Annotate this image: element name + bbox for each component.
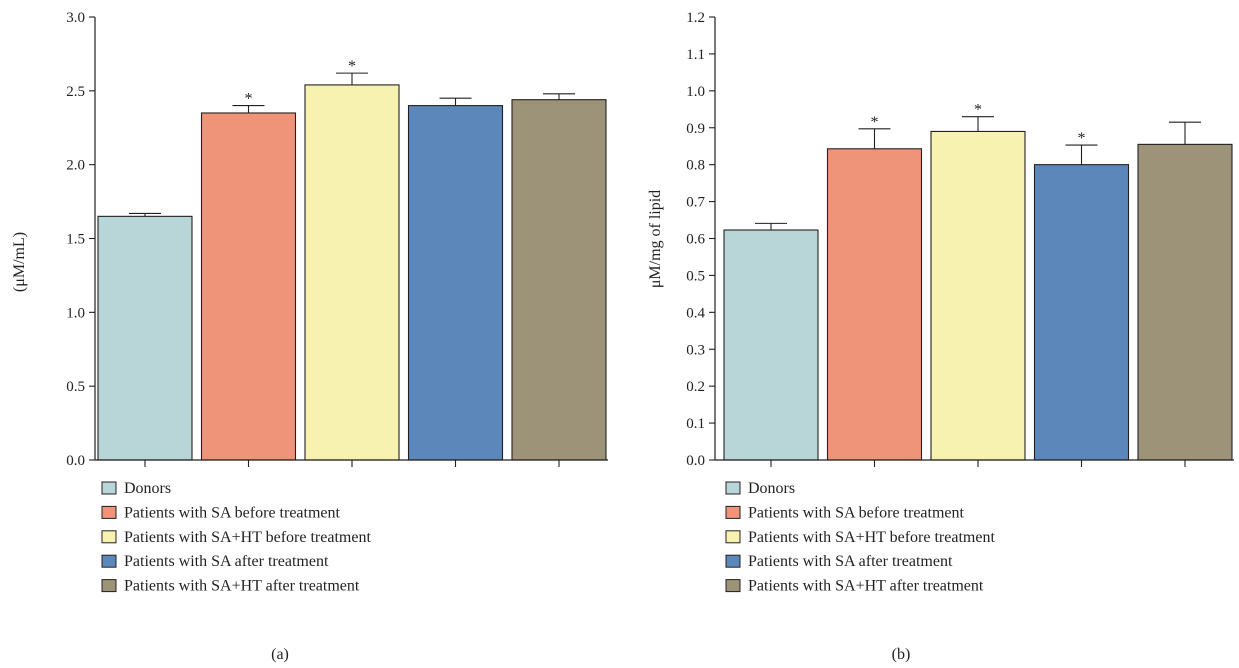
y-tick-label-b: 0.4 [686,305,705,321]
legend-a: Donors Patients with SA before treatment P… [101,480,371,595]
bar-a-5 [511,99,607,461]
y-tick-label-a: 2.0 [66,158,85,174]
y-tick-label-a: 1.5 [66,232,85,248]
legend-swatch-a-3 [101,530,117,544]
significance-star-b-4: * [1078,130,1086,147]
legend-label-a-1: Donors [124,480,171,497]
legend-label-a-4: Patients with SA after treatment [124,553,329,570]
legend-label-b-3: Patients with SA+HT before treatment [748,529,995,546]
y-tick-label-b: 0.6 [686,232,705,248]
significance-star-a-2: * [245,91,253,108]
y-tick-label-a: 0.0 [66,453,85,469]
legend-label-a-3: Patients with SA+HT before treatment [124,529,371,546]
y-tick-label-b: 1.2 [686,10,705,26]
panel-b: μM/mg of lipid 0.00.10.20.30.40.50.60.70… [647,10,1234,663]
significance-star-b-3: * [974,102,982,119]
legend-swatch-a-5 [101,579,117,593]
y-tick-label-b: 0.3 [686,342,705,358]
legend-label-b-4: Patients with SA after treatment [748,553,953,570]
bar-b-3 [930,130,1026,461]
y-tick-label-b: 0.0 [686,453,705,469]
bar-b-5 [1137,143,1233,461]
y-axis-title-a: (μM/mL) [11,232,28,292]
significance-star-a-3: * [348,58,356,75]
legend-swatch-b-1 [725,481,741,495]
y-ticks-b: 0.0 0.1 0.2 0.3 0.4 0.5 0.6 0.7 0.8 0.9 1.0 1.1 1.2 [686,10,715,469]
significance-star-b-2: * [871,114,879,131]
legend-swatch-b-3 [725,530,741,544]
bar-a-4 [407,105,504,461]
legend-swatch-b-4 [725,554,741,568]
bar-a-3 [304,84,400,461]
legend-swatch-a-1 [101,481,117,495]
legend-label-b-5: Patients with SA+HT after treatment [748,578,984,595]
y-tick-label-a: 0.5 [66,379,85,395]
y-tick-label-a: 1.0 [66,305,85,321]
legend-label-a-2: Patients with SA before treatment [124,504,341,521]
y-tick-label-b: 0.2 [686,379,705,395]
y-tick-label-b: 0.9 [686,121,705,137]
y-tick-label-a: 2.5 [66,84,85,100]
bars-b: * * * [723,102,1233,461]
panel-label-a: (a) [271,646,289,663]
bar-a-2 [200,112,297,461]
panel-label-b: (b) [892,646,911,663]
bar-b-2 [826,148,923,461]
legend-swatch-a-2 [101,505,117,519]
bar-b-1 [723,229,819,461]
bar-b-4 [1033,164,1130,461]
y-axis-title-b: μM/mg of lipid [647,190,664,288]
legend-label-b-1: Donors [748,480,795,497]
legend-b: Donors Patients with SA before treatment P… [725,480,995,595]
y-tick-label-b: 0.1 [686,416,705,432]
legend-label-b-2: Patients with SA before treatment [748,504,965,521]
y-tick-label-a: 3.0 [66,10,85,26]
axes-a [94,17,608,467]
y-tick-label-b: 1.0 [686,84,705,100]
y-tick-label-b: 0.7 [686,195,705,211]
bars-a: ** [97,58,607,461]
y-ticks-a: 0.0 0.5 1.0 1.5 2.0 2.5 3.0 [66,10,95,469]
legend-swatch-b-2 [725,505,741,519]
y-tick-label-b: 0.5 [686,268,705,284]
axes-b [714,17,1234,467]
y-tick-label-b: 0.8 [686,158,705,174]
legend-swatch-a-4 [101,554,117,568]
legend-swatch-b-5 [725,579,741,593]
legend-label-a-5: Patients with SA+HT after treatment [124,578,360,595]
panel-a: (μM/mL) 0.00.51.01.52.02.53.0 ** DonorsP… [11,10,608,663]
bar-a-1 [97,215,193,461]
y-tick-label-b: 1.1 [686,47,705,63]
